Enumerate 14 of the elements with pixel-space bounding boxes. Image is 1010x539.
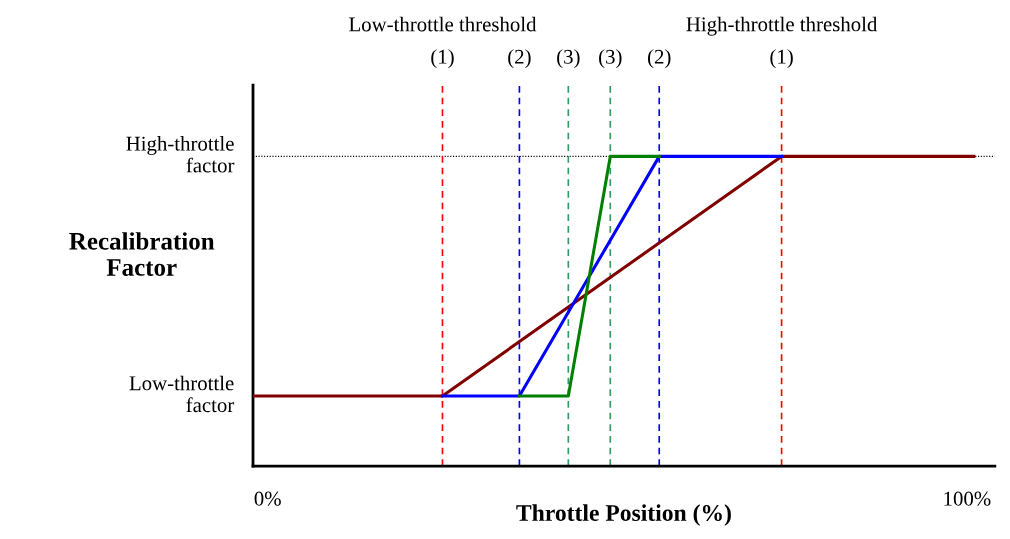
x-tick-label: 100% [944,491,991,506]
text: Low-throttle threshold [349,16,537,32]
annotation: Low-throttle factor [129,375,235,413]
y-axis-title: Recalibration Factor [69,232,215,276]
text: High-throttle threshold [686,16,878,36]
text: (1) [770,49,793,69]
x-tick-label: 0% [254,491,281,506]
text: (3) [599,49,622,69]
x-axis-title: Throttle Position (%) [516,504,731,526]
text: (2) [648,49,671,69]
text: (2) [508,49,531,69]
text: (1) [431,49,454,69]
text: (3) [557,49,580,69]
ref-line-label: High-throttle factor [126,136,235,173]
